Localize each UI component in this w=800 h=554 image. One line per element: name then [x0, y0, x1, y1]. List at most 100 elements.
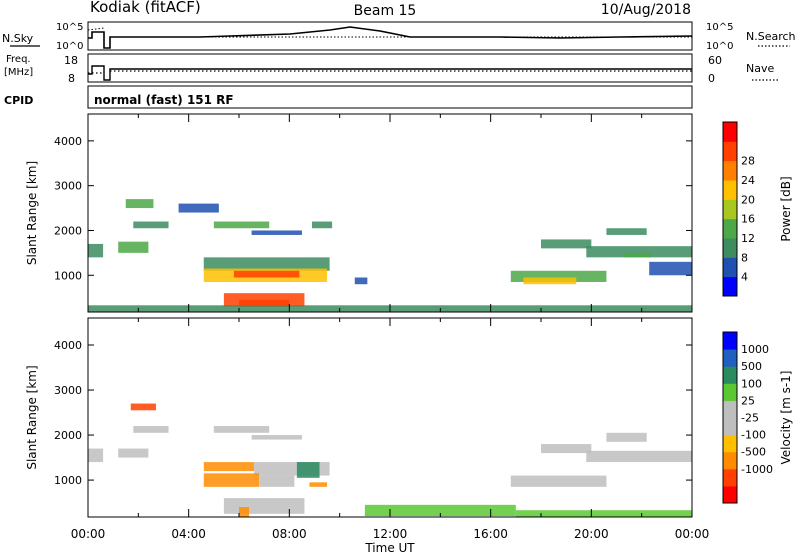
velocity-echo-region	[239, 507, 250, 517]
nave-tick-bottom: 0	[708, 72, 715, 85]
power-echo-region	[118, 241, 149, 253]
freq-label-2: [MHz]	[4, 67, 33, 78]
power-echo-region	[239, 299, 290, 307]
frequency-panel: Freq. [MHz] 18 8 Nave 60 0	[4, 53, 780, 85]
nsearch-tick-bottom: 10^0	[706, 41, 733, 52]
colorbar-cell	[723, 434, 737, 453]
velocity-echo-region	[606, 432, 647, 442]
power-echo-region	[624, 252, 652, 258]
beam-title: Beam 15	[354, 3, 417, 19]
x-tick-label: 20:00	[574, 527, 609, 541]
nsearch-label: N.Search	[746, 30, 796, 43]
colorbar-tick-label: 1000	[741, 343, 769, 356]
colorbar-cell	[723, 332, 737, 350]
frequency-line	[88, 65, 692, 81]
velocity-echo-region	[515, 510, 692, 517]
velocity-echo-region	[296, 462, 320, 478]
nave-label: Nave	[746, 62, 774, 75]
colorbar-tick-label: 24	[741, 174, 755, 187]
velocity-panel-frame	[87, 317, 693, 518]
velocity-echo-region	[251, 435, 302, 440]
colorbar-cell	[723, 141, 737, 162]
nsky-tick-top: 10^5	[56, 22, 83, 33]
colorbar-tick-label: 25	[741, 394, 755, 407]
search-noise-line	[87, 27, 692, 38]
nsky-tick-bottom: 10^0	[56, 41, 83, 52]
colorbar-label: Velocity [m s-1]	[779, 371, 793, 465]
colorbar-cell	[723, 417, 737, 436]
colorbar-label: Power [dB]	[779, 176, 793, 241]
velocity-echo-region	[133, 426, 169, 433]
power-echo-region	[213, 221, 270, 229]
power-echo-region	[178, 203, 219, 213]
nsearch-tick-top: 10^5	[706, 22, 733, 33]
power-echo-region	[586, 246, 692, 258]
power-echo-region	[649, 261, 692, 276]
cpid-value: normal (fast) 151 RF	[94, 93, 234, 107]
nave-line	[88, 70, 692, 74]
date-title: 10/Aug/2018	[601, 2, 691, 18]
power-echo-region	[133, 221, 169, 229]
x-tick-label: 00:00	[675, 527, 710, 541]
colorbar-tick-label: 28	[741, 155, 755, 168]
power-echo-region	[311, 221, 333, 229]
velocity-echo-region	[118, 448, 149, 458]
colorbar-tick-label: 12	[741, 232, 755, 245]
colorbar-tick-label: 500	[741, 360, 762, 373]
colorbar-cell	[723, 485, 737, 504]
velocity-echo-region	[88, 448, 104, 463]
x-tick-label: 04:00	[171, 527, 206, 541]
velocity-echo-region	[203, 462, 255, 472]
colorbar-cell	[723, 383, 737, 401]
colorbar-cell	[723, 160, 737, 181]
colorbar-cell	[723, 276, 737, 297]
colorbar-cell	[723, 468, 737, 487]
colorbar-frame	[722, 331, 738, 504]
velocity-echo-region	[259, 475, 295, 487]
power-heatmap	[88, 199, 692, 312]
colorbar-tick-label: -100	[741, 429, 766, 442]
velocity-echo-region	[309, 482, 328, 487]
y-tick-label: 2000	[54, 224, 82, 237]
y-axis-label: Slant Range [km]	[25, 365, 39, 469]
x-tick-label: 16:00	[473, 527, 508, 541]
colorbar-cell	[723, 218, 737, 239]
velocity-echo-region	[586, 450, 692, 463]
x-tick-label: 12:00	[373, 527, 408, 541]
velocity-echo-region	[510, 475, 607, 487]
power-echo-region	[233, 270, 300, 278]
freq-tick-top: 18	[64, 54, 78, 67]
velocity-echo-region	[541, 444, 592, 454]
station-title: Kodiak (fitACF)	[90, 0, 201, 16]
y-tick-label: 4000	[54, 135, 82, 148]
velocity-heatmap	[88, 403, 692, 517]
colorbar-tick-label: 16	[741, 213, 755, 226]
power-echo-region	[88, 243, 104, 258]
velocity-echo-region	[213, 426, 270, 433]
power-panel-frame	[87, 113, 693, 313]
colorbar-tick-label: 100	[741, 377, 762, 390]
colorbar-tick-label: -500	[741, 446, 766, 459]
colorbar-cell	[723, 199, 737, 220]
power-echo-region	[203, 257, 330, 271]
y-tick-label: 3000	[54, 384, 82, 397]
colorbar-cell	[723, 180, 737, 200]
colorbar-cell	[723, 122, 737, 142]
colorbar-cell	[723, 400, 737, 418]
colorbar-tick-label: 4	[741, 271, 748, 284]
velocity-echo-region	[364, 504, 516, 517]
cpid-label: CPID	[4, 94, 33, 107]
nave-tick-top: 60	[708, 54, 722, 67]
freq-label-1: Freq.	[6, 54, 31, 65]
x-tick-label: 08:00	[272, 527, 307, 541]
power-echo-region	[541, 239, 592, 249]
y-tick-label: 2000	[54, 429, 82, 442]
colorbar-tick-label: 8	[741, 251, 748, 264]
colorbar-tick-label: -1000	[741, 463, 773, 476]
colorbar-cell	[723, 238, 737, 258]
colorbar-tick-label: 20	[741, 193, 755, 206]
velocity-echo-region	[130, 403, 156, 411]
y-axis-label: Slant Range [km]	[25, 161, 39, 265]
velocity-echo-region	[203, 473, 260, 487]
